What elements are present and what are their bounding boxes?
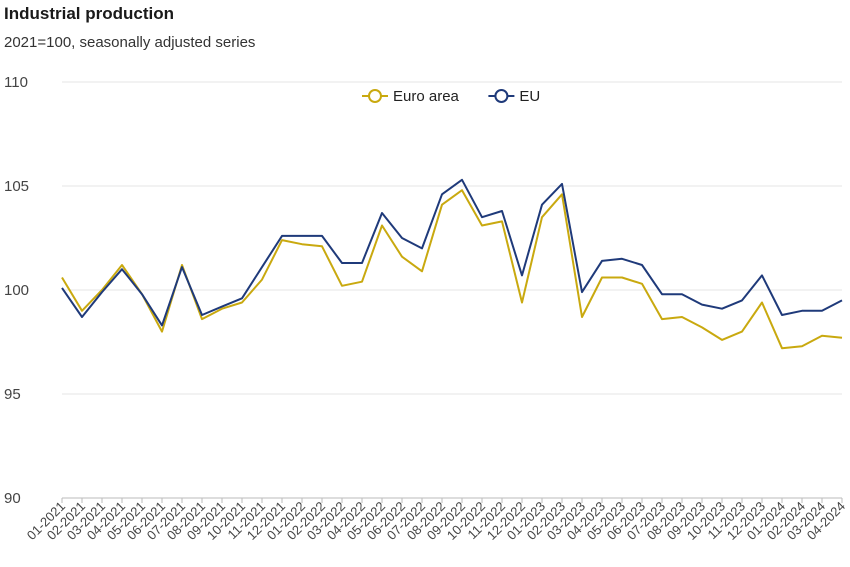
legend: Euro area EU (362, 88, 540, 105)
legend-item-eu: EU (488, 88, 540, 105)
legend-marker-eu (494, 89, 509, 103)
y-tick-label-95: 95 (4, 386, 21, 403)
legend-marker-euro-area (368, 89, 382, 103)
y-tick-label-90: 90 (4, 490, 21, 507)
legend-label-eu: EU (519, 88, 540, 105)
legend-label-euro-area: Euro area (393, 88, 460, 105)
legend-item-euro-area: Euro area (362, 88, 460, 105)
series-line-eu (61, 178, 843, 327)
chart-subtitle: 2021=100, seasonally adjusted series (4, 34, 256, 51)
y-tick-label-100: 100 (4, 282, 29, 299)
y-tick-label-110: 110 (4, 74, 28, 91)
series-line-euro-area (61, 189, 843, 350)
chart-title: Industrial production (4, 4, 174, 23)
y-tick-label-105: 105 (4, 178, 29, 195)
